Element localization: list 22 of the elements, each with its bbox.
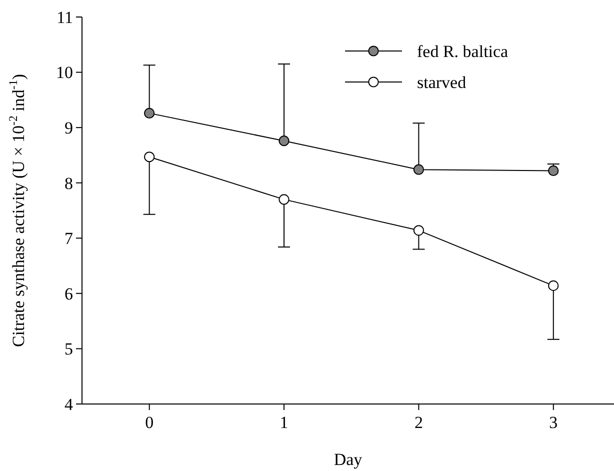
legend-label: fed R. baltica xyxy=(417,42,509,61)
y-tick-label: 9 xyxy=(64,118,73,138)
y-tick-label: 5 xyxy=(64,340,73,359)
x-tick-label: 2 xyxy=(414,413,423,432)
point xyxy=(413,164,424,175)
y-tick-label: 4 xyxy=(64,394,74,414)
y-tick-label: 8 xyxy=(64,174,73,193)
x-tick-label: 1 xyxy=(280,413,288,432)
point xyxy=(413,225,424,236)
x-axis-title: Day xyxy=(334,450,363,469)
point xyxy=(144,152,155,162)
legend-label: starved xyxy=(417,72,467,92)
y-tick-label: 6 xyxy=(64,284,73,304)
point xyxy=(278,136,290,146)
point xyxy=(548,280,559,291)
y-tick-label: 10 xyxy=(56,63,73,82)
y-tick-label: 11 xyxy=(56,8,73,27)
point xyxy=(144,108,155,118)
x-tick-label: 3 xyxy=(549,413,558,432)
point xyxy=(278,194,290,205)
x-tick-label: 0 xyxy=(145,413,154,432)
y-tick-label: 7 xyxy=(64,229,74,248)
